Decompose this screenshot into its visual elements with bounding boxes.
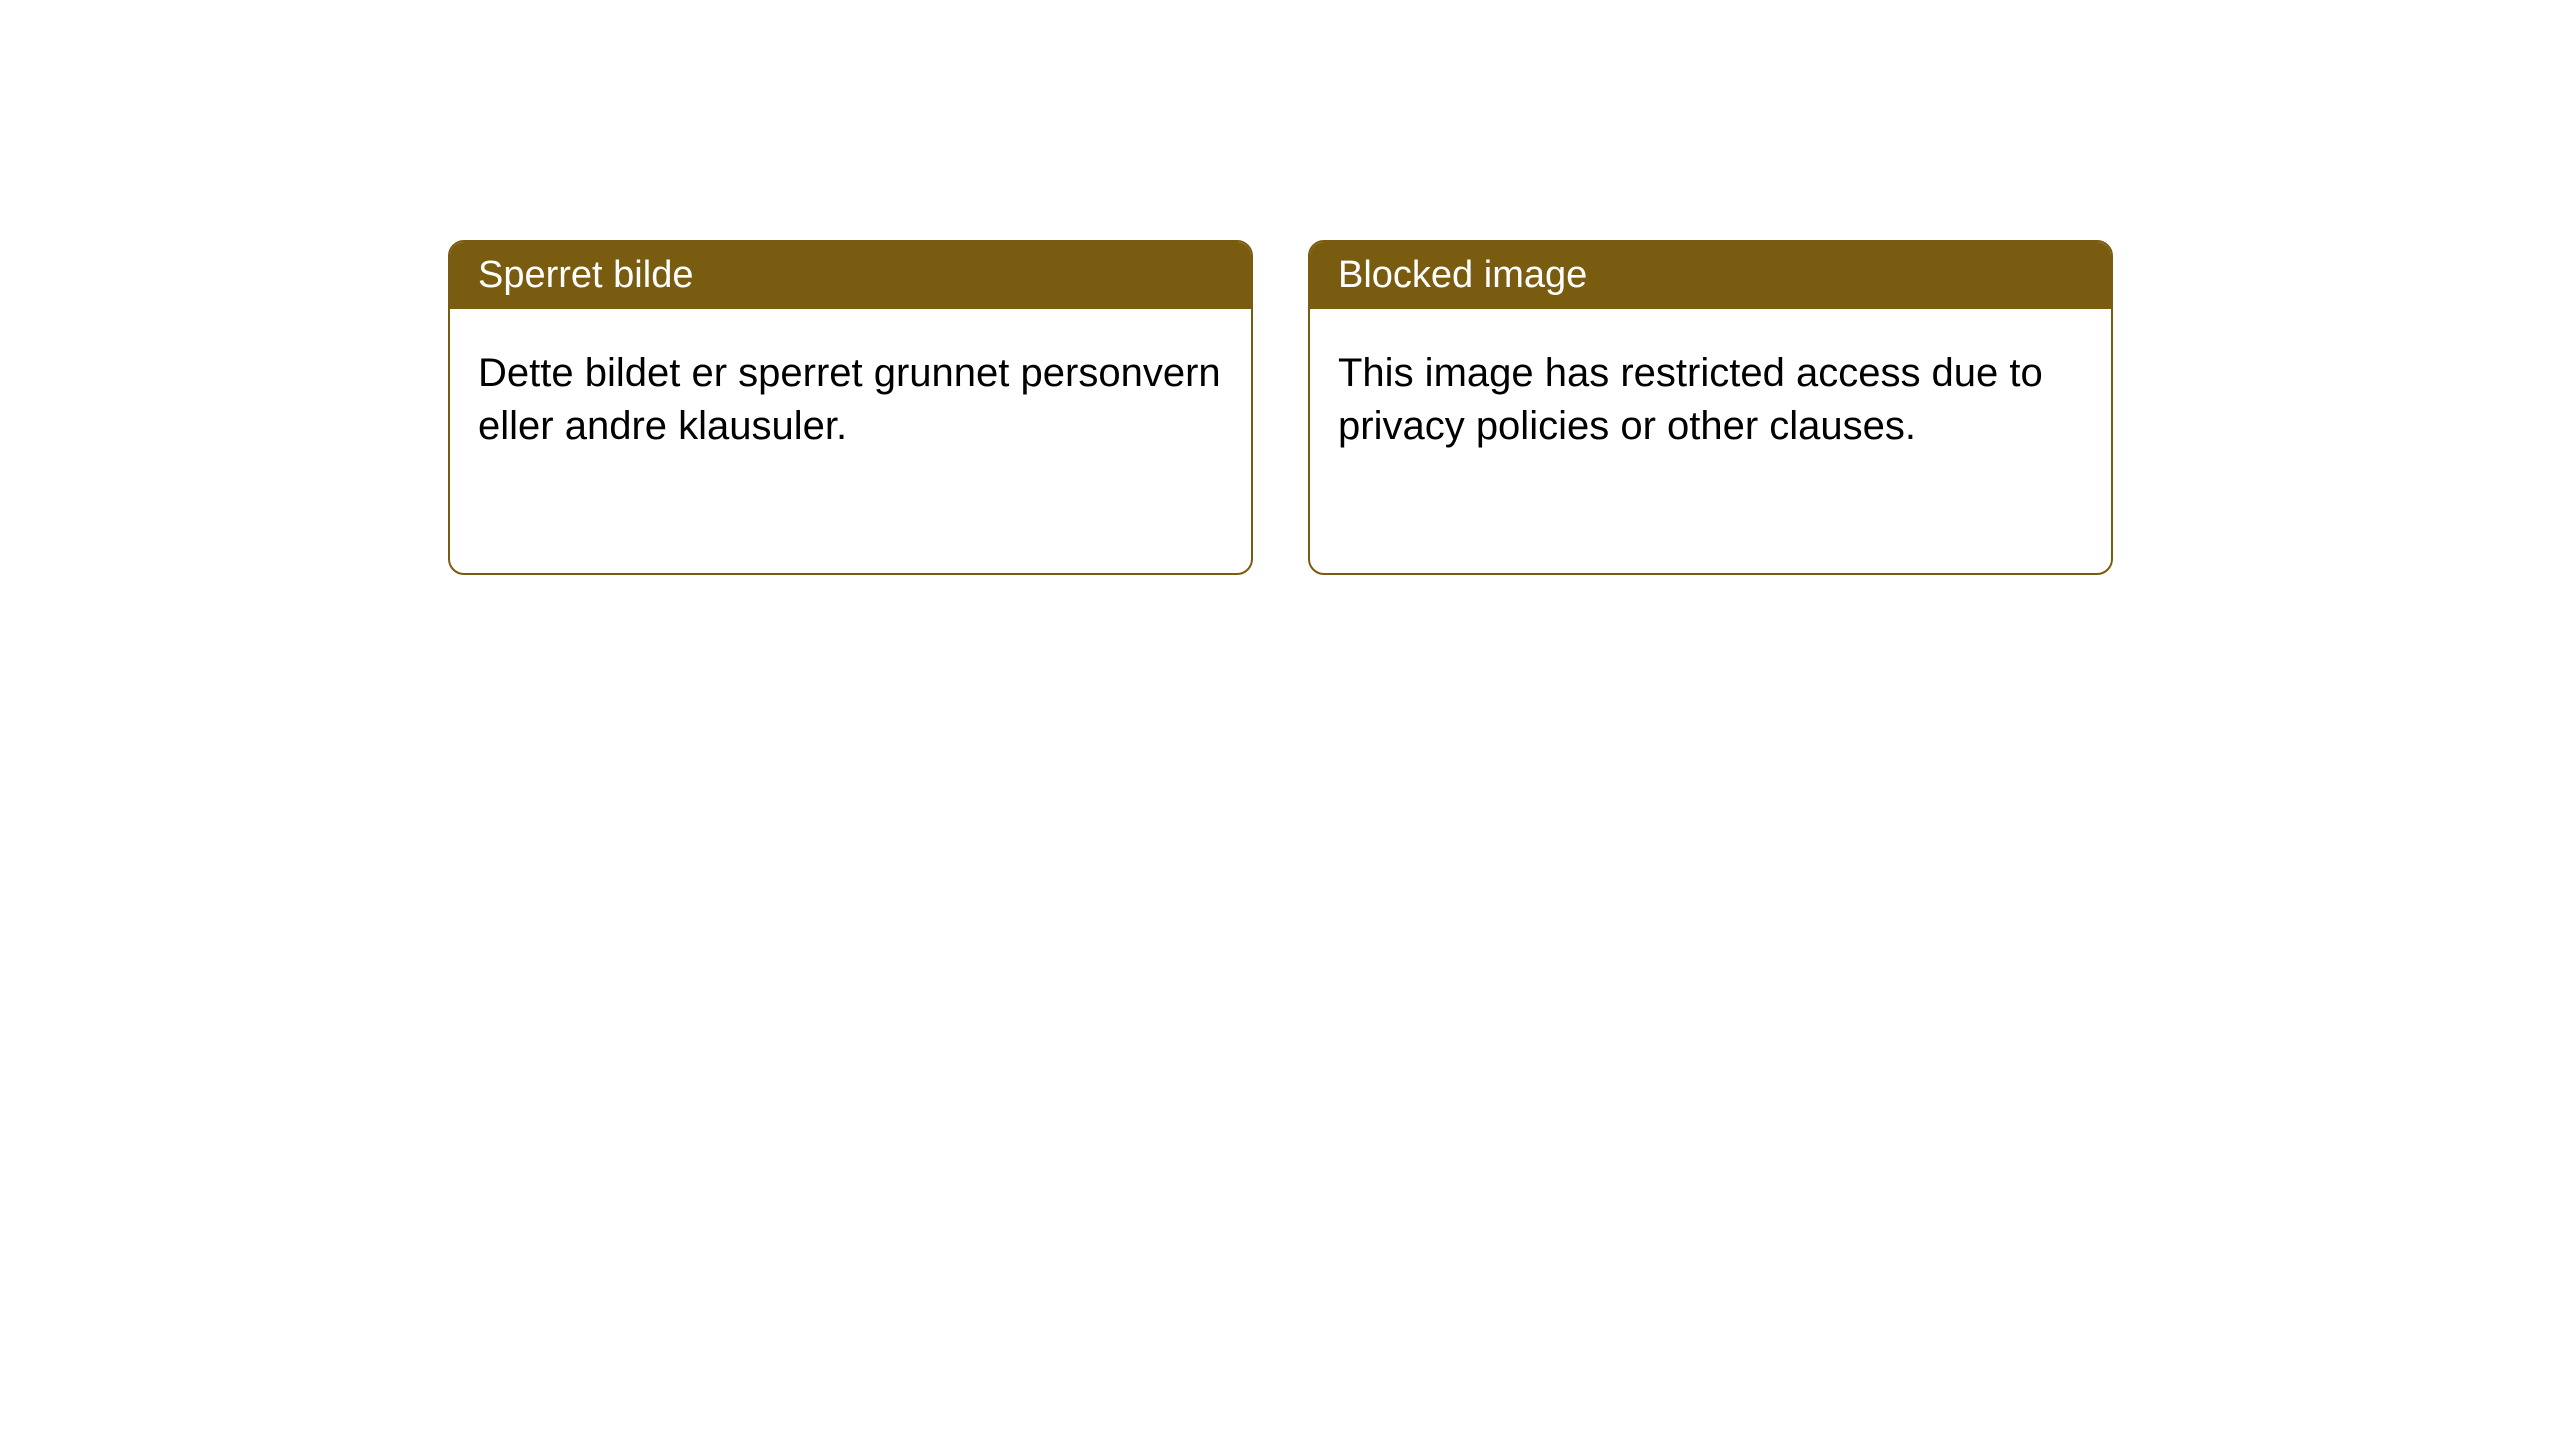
notice-container: Sperret bilde Dette bildet er sperret gr… — [0, 0, 2560, 575]
notice-card-norwegian: Sperret bilde Dette bildet er sperret gr… — [448, 240, 1253, 575]
notice-card-english: Blocked image This image has restricted … — [1308, 240, 2113, 575]
notice-body: This image has restricted access due to … — [1310, 309, 2111, 491]
notice-header: Sperret bilde — [450, 242, 1251, 309]
notice-body: Dette bildet er sperret grunnet personve… — [450, 309, 1251, 491]
notice-header: Blocked image — [1310, 242, 2111, 309]
